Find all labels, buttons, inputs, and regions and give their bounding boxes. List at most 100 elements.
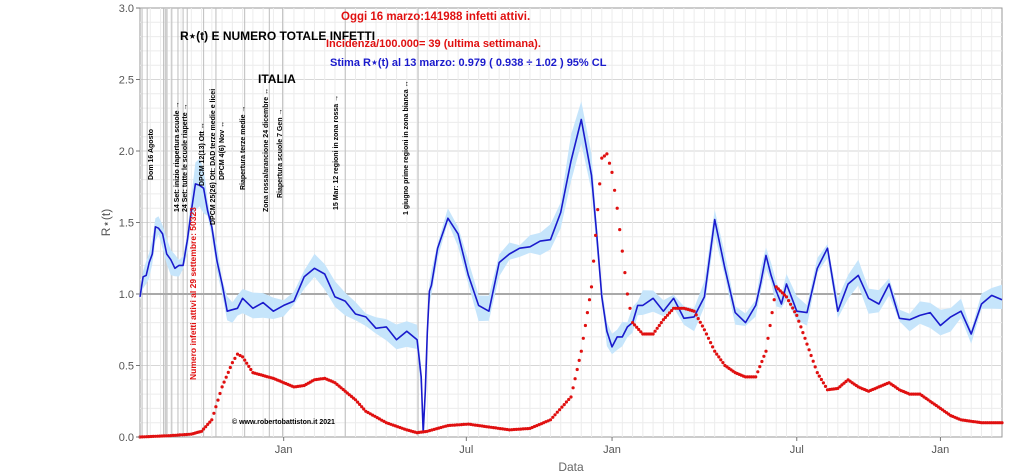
infected-point (514, 427, 518, 431)
infected-point (637, 327, 641, 332)
y-tick-label: 2.0 (119, 146, 134, 158)
infected-point (598, 182, 602, 186)
infected-point (551, 415, 555, 419)
event-marker-band (164, 8, 168, 437)
incidence-annotation: Incidenza/100.000= 39 (ultima settimana)… (326, 38, 541, 50)
infected-point (464, 422, 468, 426)
infected-point (212, 411, 216, 415)
infected-point (670, 309, 674, 313)
infected-point (661, 318, 666, 322)
infected-point (589, 285, 594, 289)
infected-point (216, 398, 220, 402)
y-axis-label: R⋆(t) (99, 209, 113, 237)
infected-point (709, 341, 713, 345)
infected-point (787, 299, 791, 303)
infected-point (631, 321, 635, 325)
infected-point (575, 367, 579, 372)
estimate-annotation: Stima R⋆(t) al 13 marzo: 0.979 ( 0.938 ÷… (330, 57, 607, 69)
infected-point (558, 408, 562, 412)
infected-point (607, 161, 612, 165)
infected-point (245, 361, 249, 365)
infected-point (200, 429, 204, 433)
infected-note: Numero infetti attivi al 29 settembre: 5… (188, 207, 198, 380)
infected-point (758, 365, 762, 369)
infected-point (343, 389, 347, 393)
infected-point (510, 428, 514, 432)
chart-title: R⋆(t) E NUMERO TOTALE INFETTI (180, 29, 376, 43)
infected-point (817, 374, 821, 378)
infected-point (453, 423, 457, 427)
infected-point (238, 353, 242, 358)
infected-point (760, 359, 764, 364)
infected-point (776, 287, 780, 291)
infected-point (235, 352, 240, 356)
infected-point (214, 405, 218, 409)
infected-point (208, 420, 212, 424)
infected-point (615, 206, 619, 210)
infected-point (782, 293, 787, 297)
infected-point (659, 321, 663, 325)
infected-point (560, 405, 564, 409)
infected-point (801, 331, 805, 335)
infected-point (772, 298, 776, 302)
infected-point (793, 310, 797, 314)
infected-point (224, 375, 228, 379)
infected-point (633, 323, 637, 327)
infected-point (809, 353, 813, 358)
infected-point (594, 233, 598, 237)
infected-point (592, 259, 596, 263)
infected-point (774, 285, 778, 289)
infected-point (178, 433, 182, 437)
today-annotation: Oggi 16 marzo:141988 infetti attivi. (341, 11, 531, 23)
infected-point (450, 423, 454, 427)
infected-point (667, 311, 672, 315)
infected-point (602, 154, 607, 158)
infected-point (711, 345, 715, 349)
infected-point (548, 418, 553, 422)
event-label: DPCM 12(13) Ott ↔ (199, 122, 206, 186)
infected-point (719, 358, 723, 362)
infected-point (613, 188, 617, 192)
infected-point (587, 298, 592, 302)
infected-point (815, 371, 819, 375)
infected-point (356, 400, 360, 404)
infected-point (569, 395, 573, 399)
infected-point (507, 428, 511, 432)
country-label: ITALIA (258, 72, 296, 86)
infected-point (180, 433, 184, 437)
x-tick-label: Jul (790, 444, 804, 456)
y-tick-label: 2.5 (119, 75, 134, 87)
infected-point (620, 249, 624, 253)
infected-point (571, 386, 575, 390)
infected-point (713, 349, 717, 353)
event-label: Dom 16 Agosto (148, 128, 155, 180)
infected-point (694, 313, 698, 317)
infected-point (706, 336, 711, 340)
infected-point (635, 325, 639, 329)
infected-point (206, 422, 210, 426)
infected-point (605, 152, 609, 156)
infected-point (721, 361, 725, 365)
infected-point (243, 358, 247, 362)
infected-point (696, 317, 700, 321)
infected-point (698, 320, 702, 324)
infected-point (230, 361, 234, 365)
x-tick-label: Jan (603, 444, 621, 456)
infected-point (756, 370, 760, 374)
infected-point (780, 291, 785, 295)
infected-point (360, 405, 364, 409)
infected-point (795, 313, 799, 317)
infected-point (702, 328, 707, 332)
infected-point (577, 358, 581, 362)
infected-point (805, 342, 809, 346)
infected-point (521, 427, 525, 431)
infected-point (692, 309, 696, 313)
infected-point (455, 423, 459, 427)
event-label: DPCM 25(26) Ott: DAD terze medie e licei (210, 88, 217, 225)
infected-series (138, 152, 1004, 439)
rt-series (139, 118, 1003, 434)
event-label: 15 Mar: 12 regioni in zona rossa → (333, 94, 340, 210)
infected-point (797, 319, 801, 323)
infected-point (596, 208, 600, 212)
infected-point (358, 402, 362, 406)
